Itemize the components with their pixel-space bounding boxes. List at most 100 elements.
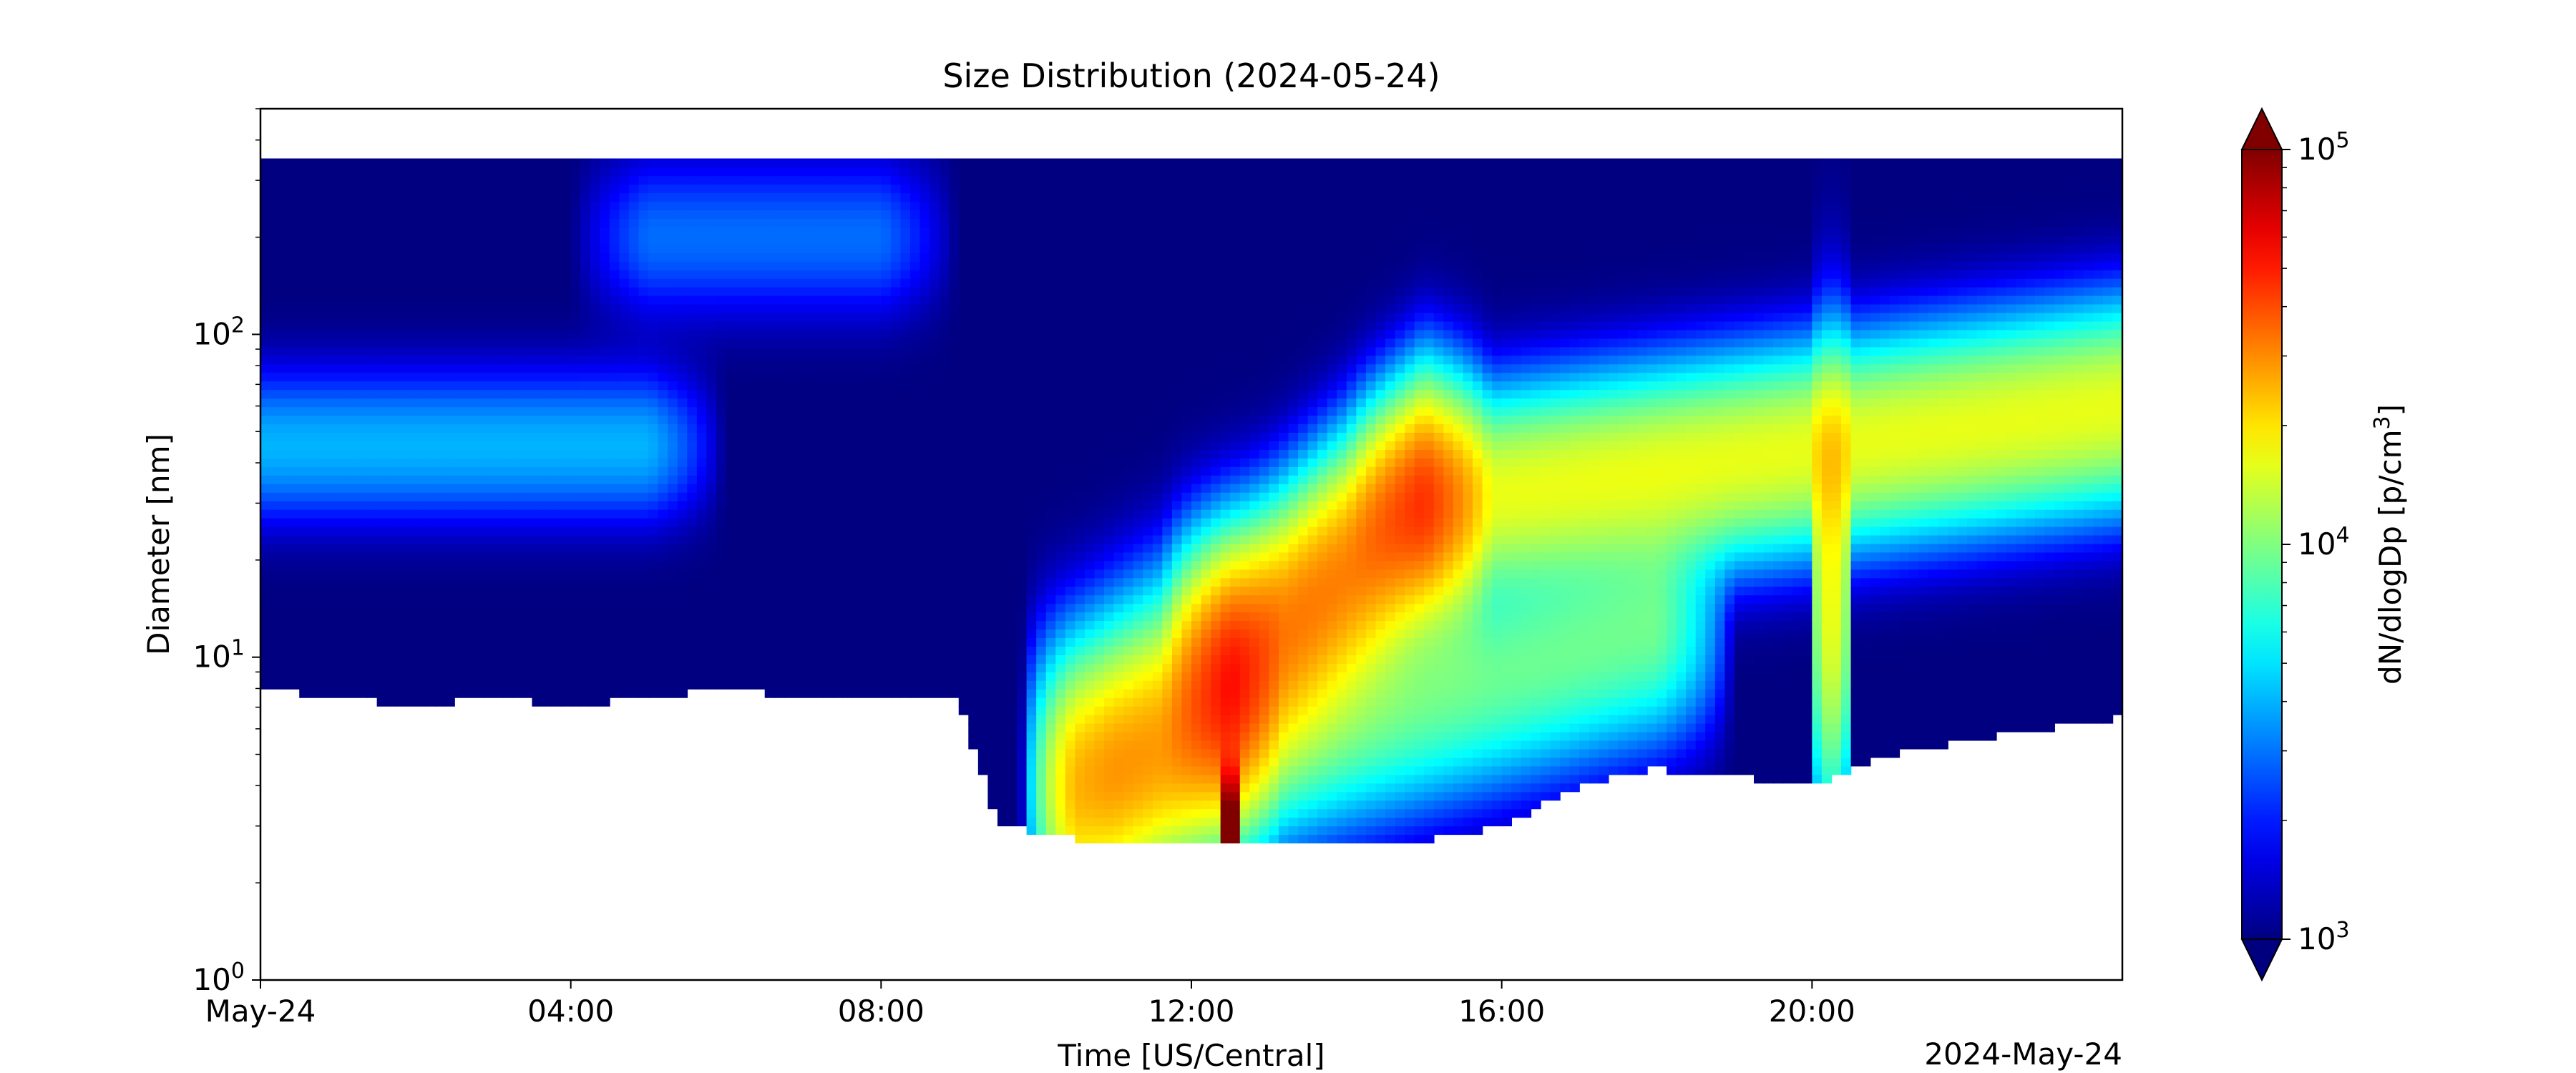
heatmap-cell: [580, 269, 591, 279]
heatmap-cell: [376, 663, 387, 672]
heatmap-cell: [919, 663, 930, 672]
heatmap-cell: [444, 491, 455, 501]
heatmap-cell: [890, 389, 902, 399]
heatmap-cell: [415, 663, 426, 672]
heatmap-cell: [493, 244, 504, 253]
heatmap-cell: [900, 329, 911, 339]
heatmap-cell: [706, 167, 717, 177]
heatmap-cell: [464, 175, 474, 185]
heatmap-cell: [755, 415, 766, 425]
heatmap-cell: [328, 381, 339, 391]
heatmap-cell: [590, 534, 601, 544]
heatmap-cell: [512, 253, 523, 262]
heatmap-cell: [696, 329, 708, 339]
heatmap-cell: [590, 629, 601, 639]
heatmap-cell: [890, 303, 902, 313]
heatmap-cell: [367, 612, 378, 622]
heatmap-cell: [677, 483, 688, 493]
heatmap-cell: [260, 423, 271, 433]
heatmap-cell: [784, 329, 795, 339]
heatmap-cell: [347, 491, 358, 501]
heatmap-cell: [842, 655, 853, 664]
heatmap-cell: [609, 620, 620, 630]
heatmap-cell: [668, 244, 678, 253]
heatmap-cell: [813, 646, 824, 655]
heatmap-cell: [803, 688, 814, 698]
heatmap-cell: [619, 218, 630, 227]
heatmap-cell: [764, 312, 776, 322]
heatmap-cell: [823, 483, 834, 493]
heatmap-cell: [600, 534, 610, 544]
heatmap-cell: [396, 184, 407, 194]
heatmap-cell: [580, 381, 591, 391]
heatmap-cell: [687, 184, 698, 194]
heatmap-cell: [406, 346, 416, 356]
heatmap-cell: [415, 338, 426, 348]
heatmap-cell: [454, 441, 465, 450]
heatmap-cell: [774, 210, 785, 220]
heatmap-cell: [794, 517, 804, 527]
heatmap-cell: [415, 406, 426, 416]
heatmap-cell: [638, 475, 649, 484]
heatmap-cell: [280, 192, 291, 202]
heatmap-cell: [842, 381, 853, 391]
heatmap-cell: [454, 175, 465, 185]
heatmap-cell: [318, 192, 329, 202]
heatmap-cell: [745, 312, 756, 322]
heatmap-cell: [997, 432, 1008, 441]
heatmap-cell: [493, 655, 504, 664]
heatmap-cell: [532, 192, 542, 202]
heatmap-cell: [764, 569, 776, 579]
heatmap-cell: [493, 398, 504, 408]
heatmap-cell: [997, 398, 1008, 408]
heatmap-cell: [386, 543, 397, 553]
heatmap-cell: [318, 227, 329, 236]
heatmap-cell: [668, 286, 678, 296]
heatmap-cell: [628, 253, 640, 262]
heatmap-cell: [716, 466, 727, 476]
heatmap-cell: [415, 329, 426, 339]
heatmap-cell: [919, 491, 930, 501]
heatmap-cell: [774, 269, 785, 279]
heatmap-cell: [842, 329, 853, 339]
heatmap-cell: [949, 286, 960, 296]
heatmap-cell: [328, 303, 339, 313]
heatmap-cell: [299, 534, 310, 544]
heatmap-cell: [871, 637, 882, 647]
heatmap-cell: [862, 483, 872, 493]
heatmap-cell: [939, 261, 950, 270]
heatmap-cell: [425, 261, 436, 270]
heatmap-cell: [532, 363, 542, 373]
heatmap-cell: [532, 398, 542, 408]
heatmap-cell: [658, 295, 668, 305]
heatmap-cell: [376, 295, 387, 305]
heatmap-cell: [396, 517, 407, 527]
heatmap-cell: [483, 320, 494, 330]
heatmap-cell: [862, 458, 872, 467]
heatmap-cell: [464, 475, 474, 484]
heatmap-cell: [532, 423, 542, 433]
heatmap-cell: [813, 286, 824, 296]
heatmap-cell: [600, 586, 610, 596]
heatmap-cell: [658, 500, 668, 510]
heatmap-cell: [367, 210, 378, 220]
heatmap-cell: [677, 517, 688, 527]
heatmap-cell: [890, 475, 902, 484]
heatmap-cell: [338, 577, 348, 587]
heatmap-cell: [842, 663, 853, 672]
heatmap-cell: [919, 534, 930, 544]
heatmap-cell: [551, 227, 562, 236]
heatmap-cell: [464, 483, 474, 493]
heatmap-cell: [1007, 449, 1018, 459]
heatmap-cell: [1017, 697, 1028, 707]
heatmap-cell: [968, 663, 979, 672]
heatmap-cell: [532, 517, 542, 527]
heatmap-cell: [755, 517, 766, 527]
heatmap-cell: [958, 398, 970, 408]
heatmap-cell: [542, 381, 552, 391]
heatmap-cell: [280, 441, 291, 450]
heatmap-cell: [542, 184, 552, 194]
heatmap-cell: [919, 244, 930, 253]
heatmap-cell: [570, 612, 582, 622]
